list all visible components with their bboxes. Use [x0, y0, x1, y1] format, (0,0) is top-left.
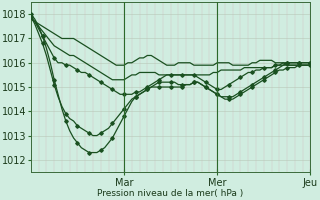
- X-axis label: Pression niveau de la mer( hPa ): Pression niveau de la mer( hPa ): [98, 189, 244, 198]
